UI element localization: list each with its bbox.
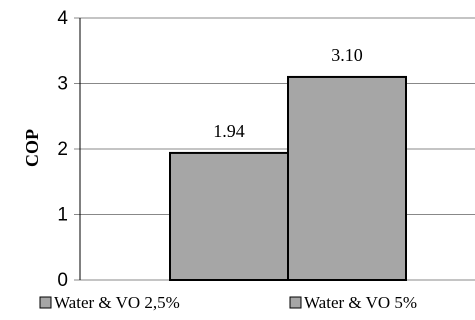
bars bbox=[169, 75, 407, 281]
data-label-2: 3.10 bbox=[331, 45, 363, 65]
y-tick-label: 3 bbox=[57, 74, 68, 95]
y-tick-label: 4 bbox=[57, 8, 68, 29]
data-label-1: 1.94 bbox=[213, 121, 245, 141]
legend: Water & VO 2,5% Water & VO 5% bbox=[39, 293, 417, 312]
data-labels: 1.94 3.10 bbox=[213, 45, 363, 141]
legend-swatch-1 bbox=[39, 296, 52, 309]
gridlines bbox=[74, 17, 475, 281]
y-tick-labels: 0 1 2 3 4 bbox=[57, 8, 68, 291]
y-tick-label: 1 bbox=[57, 205, 68, 226]
legend-swatch-2 bbox=[289, 296, 302, 309]
y-tick-label: 0 bbox=[57, 270, 68, 291]
legend-label-2: Water & VO 5% bbox=[304, 293, 417, 312]
legend-label-1: Water & VO 2,5% bbox=[54, 293, 180, 312]
bar-2 bbox=[287, 75, 407, 281]
bar-1 bbox=[169, 151, 289, 281]
y-axis-label: COP bbox=[22, 129, 42, 167]
y-tick-label: 2 bbox=[57, 139, 68, 160]
